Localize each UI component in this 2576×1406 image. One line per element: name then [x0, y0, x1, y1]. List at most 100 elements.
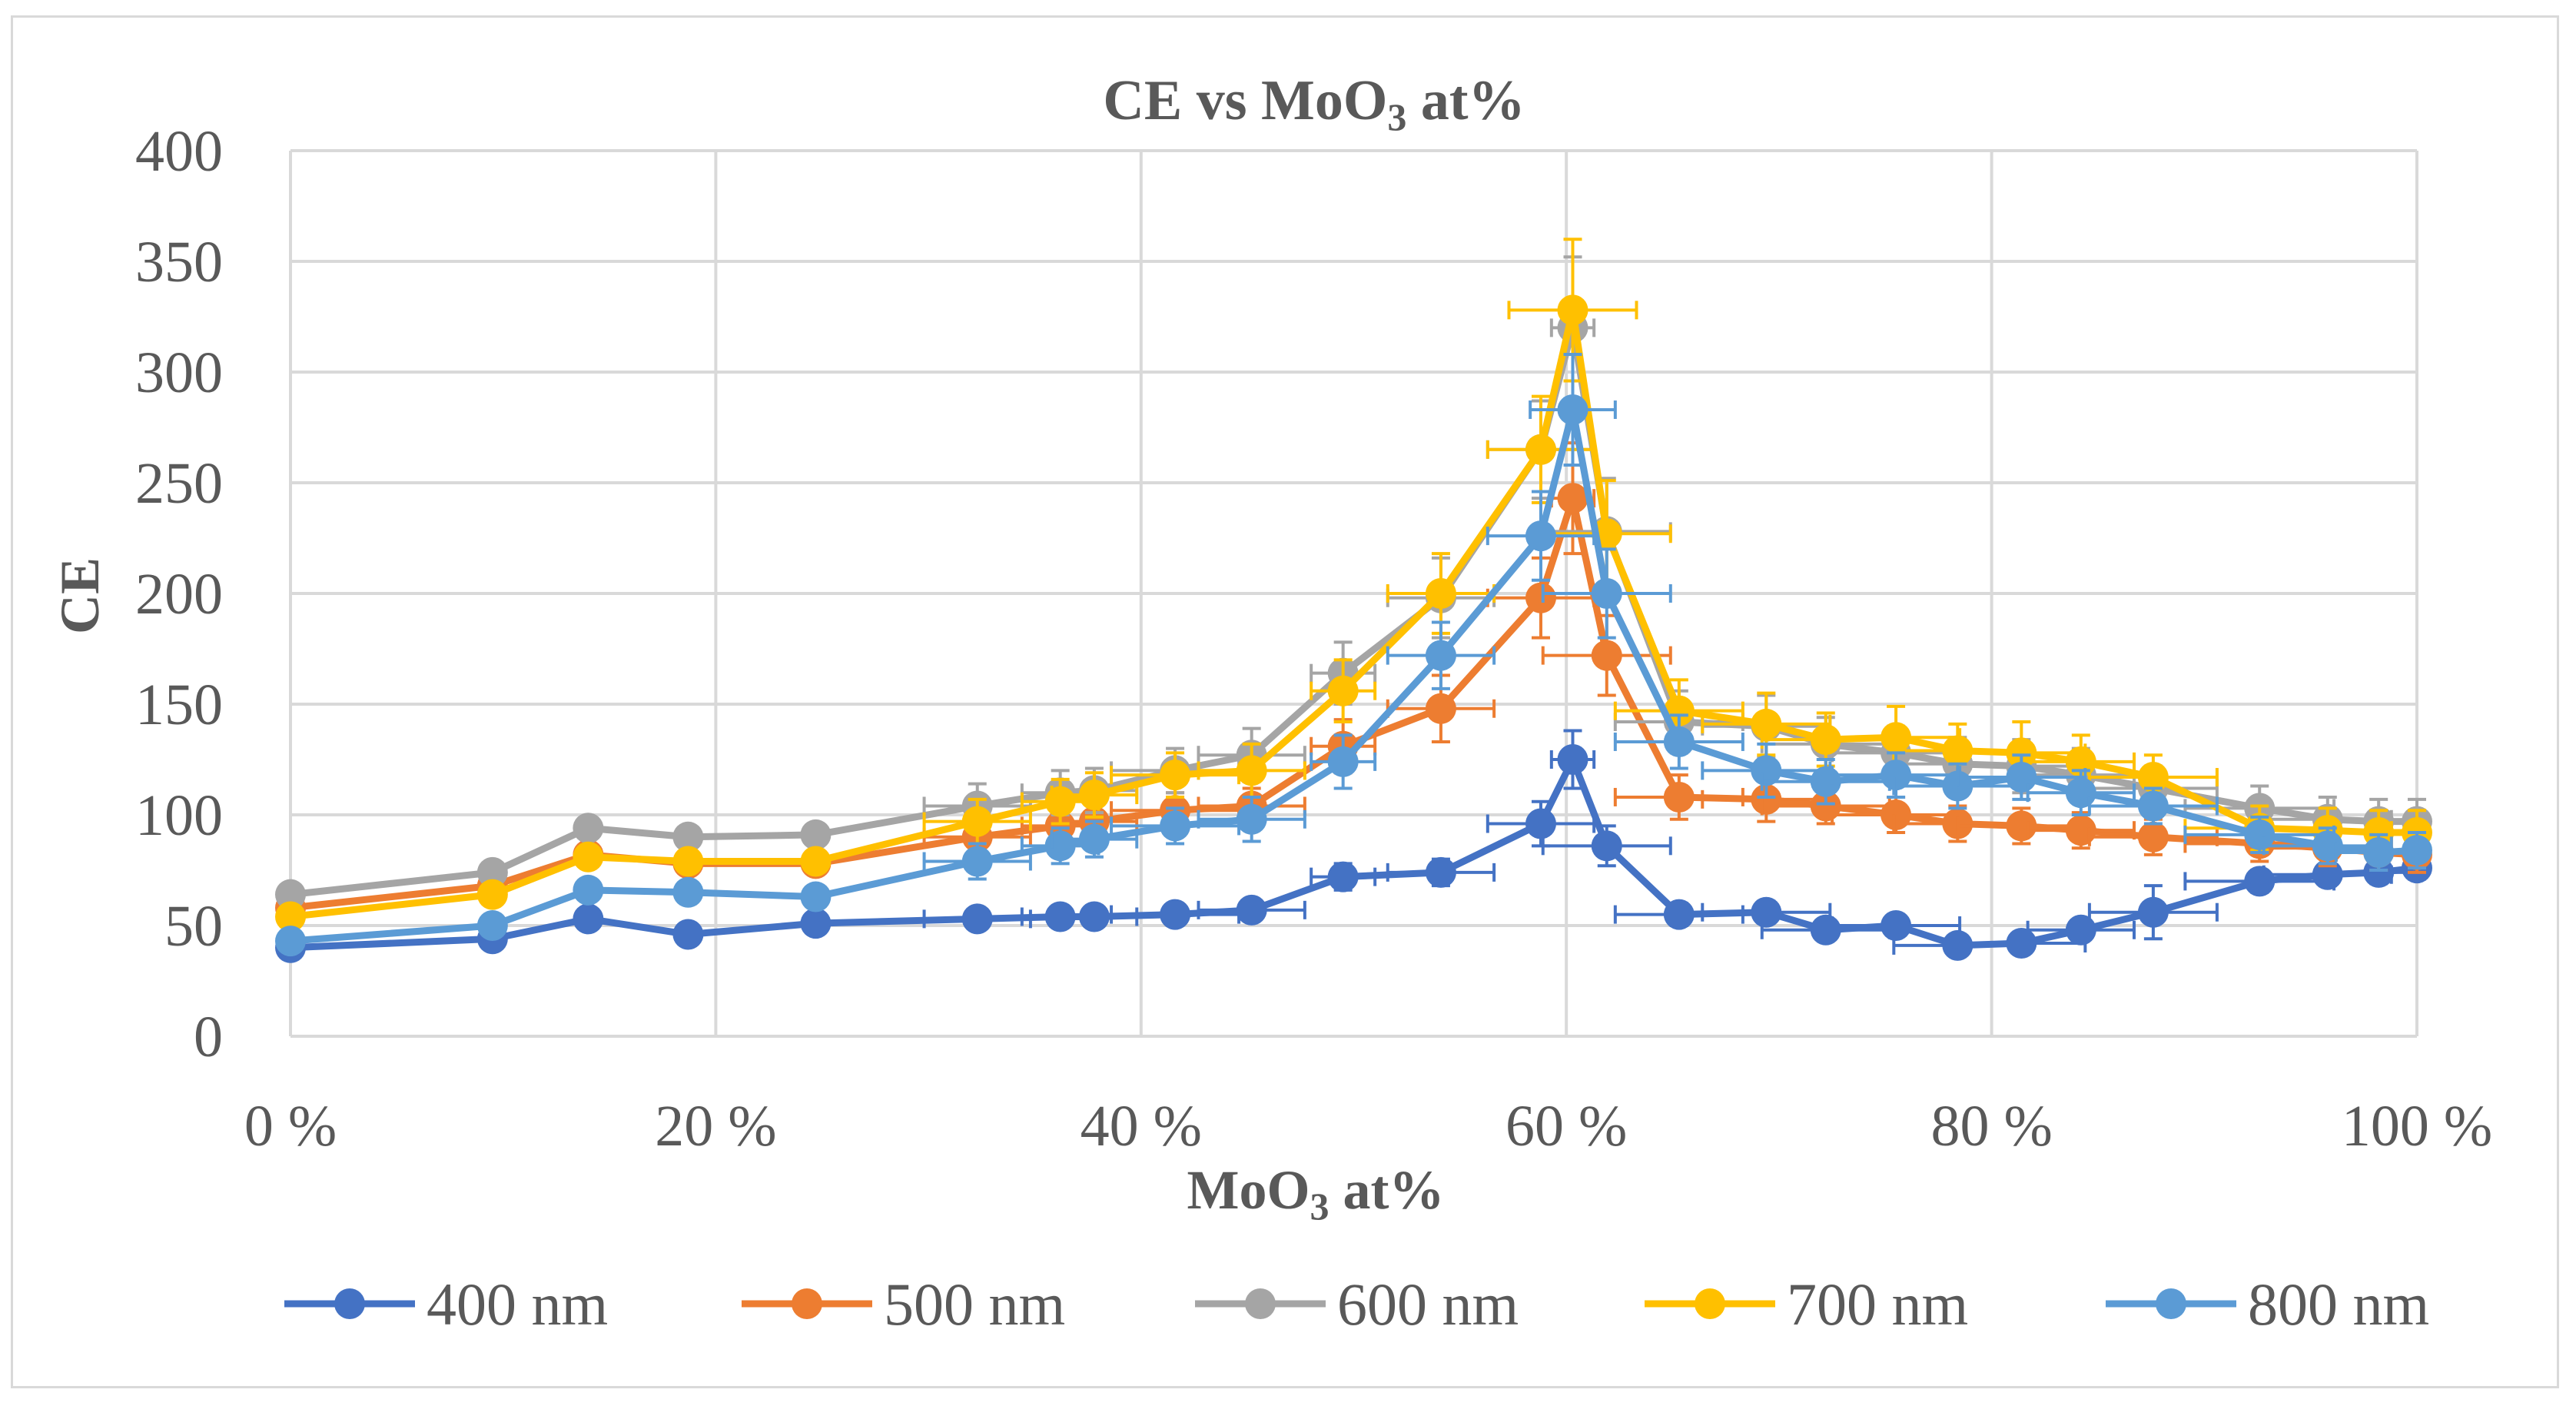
- data-point: [1160, 760, 1191, 791]
- data-point: [2137, 790, 2169, 822]
- data-point: [800, 819, 832, 850]
- data-point: [1663, 781, 1695, 813]
- legend-label: 700 nm: [1787, 1271, 1968, 1338]
- data-point: [2006, 928, 2037, 959]
- data-point: [476, 910, 508, 941]
- data-point: [1327, 861, 1359, 892]
- legend-marker: [334, 1288, 365, 1319]
- data-point: [1044, 786, 1076, 817]
- legend-item: 500 nm: [742, 1271, 1065, 1338]
- data-point: [275, 926, 306, 957]
- data-point: [672, 821, 704, 853]
- data-point: [961, 846, 993, 877]
- legend-item: 700 nm: [1645, 1271, 1968, 1338]
- data-point: [573, 841, 604, 873]
- data-point: [1591, 640, 1622, 671]
- data-point: [476, 879, 508, 910]
- data-point: [1078, 901, 1110, 932]
- data-point: [2244, 819, 2276, 850]
- data-point: [672, 876, 704, 908]
- data-point: [1327, 746, 1359, 777]
- series-600-nm: [275, 255, 2432, 910]
- data-point: [1425, 640, 1456, 671]
- y-tick-label: 50: [164, 894, 223, 959]
- chart-title: CE vs MoO3 at%: [1103, 69, 1525, 138]
- data-point: [2137, 896, 2169, 928]
- x-tick-label: 0 %: [244, 1094, 337, 1158]
- data-point: [961, 806, 993, 837]
- y-tick-labels: 0 50 100 150 200 250 300 350 400: [135, 119, 223, 1069]
- data-point: [1591, 830, 1622, 862]
- data-point: [573, 813, 604, 844]
- data-point: [2065, 777, 2096, 809]
- data-point: [2363, 836, 2395, 868]
- data-point: [800, 908, 832, 939]
- y-tick-label: 100: [135, 783, 223, 848]
- legend-item: 800 nm: [2106, 1271, 2429, 1338]
- y-tick-label: 150: [135, 673, 223, 737]
- legend-marker: [1245, 1288, 1276, 1319]
- data-point: [1751, 755, 1782, 786]
- data-point: [1881, 799, 1912, 830]
- x-tick-label: 40 %: [1081, 1094, 1202, 1158]
- data-point: [573, 903, 604, 935]
- data-point: [1160, 810, 1191, 842]
- data-point: [1044, 830, 1076, 862]
- data-point: [1425, 856, 1456, 888]
- legend-marker: [1695, 1288, 1725, 1319]
- data-point: [1525, 582, 1556, 613]
- y-tick-label: 250: [135, 451, 223, 516]
- legend-label: 600 nm: [1337, 1271, 1519, 1338]
- data-point: [1751, 896, 1782, 928]
- legend-label: 800 nm: [2248, 1271, 2429, 1338]
- data-point: [2137, 821, 2169, 853]
- data-point: [2244, 866, 2276, 897]
- data-point: [476, 856, 508, 888]
- data-point: [2006, 810, 2037, 842]
- y-axis-label: CE: [49, 557, 111, 634]
- x-tick-label: 20 %: [655, 1094, 776, 1158]
- data-point: [1557, 744, 1588, 775]
- legend-label: 400 nm: [427, 1271, 608, 1338]
- data-point: [672, 846, 704, 877]
- data-point: [573, 874, 604, 906]
- x-tick-label: 80 %: [1930, 1094, 2052, 1158]
- data-point: [1881, 722, 1912, 753]
- data-point: [275, 901, 306, 932]
- data-point: [672, 919, 704, 950]
- data-point: [2065, 815, 2096, 846]
- data-point: [2312, 830, 2343, 862]
- x-tick-label: 60 %: [1505, 1094, 1627, 1158]
- data-point: [1881, 760, 1912, 791]
- data-point: [1525, 808, 1556, 839]
- data-point: [1525, 520, 1556, 552]
- grid: [289, 149, 2418, 1038]
- data-point: [1557, 483, 1588, 514]
- x-tick-label: 100 %: [2342, 1094, 2492, 1158]
- data-point: [275, 879, 306, 910]
- y-tick-label: 300: [135, 341, 223, 405]
- data-point: [1557, 394, 1588, 425]
- data-point: [1160, 899, 1191, 930]
- data-point: [1663, 899, 1695, 930]
- data-point: [961, 903, 993, 935]
- series-800-nm: [275, 352, 2432, 957]
- data-point: [1236, 755, 1267, 786]
- y-tick-label: 200: [135, 562, 223, 627]
- data-point: [1810, 724, 1841, 756]
- data-point: [1751, 708, 1782, 740]
- y-tick-label: 350: [135, 230, 223, 294]
- data-point: [2402, 835, 2432, 866]
- data-point: [800, 881, 832, 912]
- data-point: [1236, 894, 1267, 926]
- series-line: [290, 306, 2417, 920]
- x-axis-label: MoO3 at%: [1187, 1159, 1445, 1228]
- data-point: [1525, 434, 1556, 465]
- y-tick-label: 0: [194, 1005, 223, 1069]
- data-point: [2137, 762, 2169, 793]
- series-700-nm: [275, 238, 2432, 932]
- legend-marker: [2156, 1288, 2186, 1319]
- series-line: [290, 324, 2417, 899]
- data-point: [1810, 766, 1841, 797]
